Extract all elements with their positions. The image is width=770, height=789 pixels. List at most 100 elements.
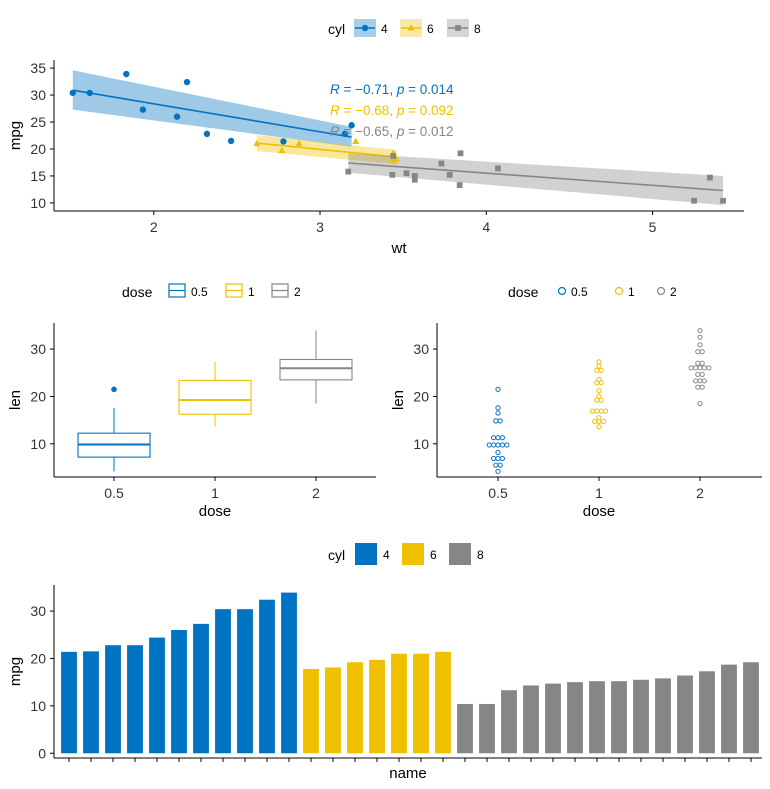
boxplot-y-tick-label: 20 — [30, 388, 46, 404]
boxplot-panel: dose 0.5 1 2 10 20 30 0.5 1 2 dose len — [7, 283, 376, 520]
dot-2 — [706, 365, 712, 371]
bar-8 — [611, 681, 627, 754]
y-axis-title: mpg — [7, 121, 24, 150]
annotation-value: −0.68 — [355, 103, 389, 118]
dot-0.5 — [495, 455, 501, 462]
bar-8 — [633, 679, 649, 754]
barplot-y-tick-label: 30 — [30, 603, 46, 619]
dot-2 — [701, 378, 708, 384]
bar-8 — [721, 664, 737, 754]
data-point-8 — [390, 153, 397, 159]
dot-0.5 — [499, 442, 505, 448]
dot-1 — [594, 408, 600, 414]
dot-1 — [596, 415, 602, 421]
dot-1 — [600, 418, 607, 425]
dot-1 — [589, 408, 596, 414]
annotation-text: = — [340, 103, 355, 118]
legend-title: cyl — [328, 21, 345, 37]
legend-title: dose — [122, 284, 153, 300]
legend-label: 6 — [427, 22, 434, 36]
dot-2 — [699, 371, 705, 378]
scatter-y-tick-label: 25 — [30, 114, 46, 130]
bar-8 — [677, 675, 693, 754]
data-point-8 — [446, 171, 453, 178]
bar-8 — [523, 685, 539, 754]
data-point-8 — [720, 197, 726, 204]
annotation-value: −0.65 — [355, 124, 389, 139]
dot-0.5 — [495, 386, 501, 392]
data-point-4 — [280, 138, 287, 145]
bar-6 — [391, 653, 407, 754]
annotation-text: = — [340, 124, 355, 139]
annotation-text: R — [330, 82, 340, 97]
correlation-annotation-4: R = −0.71, p = 0.014 — [330, 82, 454, 97]
dot-0.5 — [486, 442, 492, 448]
legend-label: 6 — [430, 548, 437, 562]
annotation-text: , — [389, 103, 397, 118]
data-point-6 — [253, 139, 261, 147]
dotplot-y-tick-label: 20 — [413, 388, 429, 404]
fit-line-6 — [256, 142, 397, 158]
legend-key-swatch — [355, 543, 377, 565]
data-point-4 — [203, 130, 211, 138]
legend-label: 1 — [628, 285, 635, 299]
dot-0.5 — [493, 462, 499, 468]
bar-6 — [325, 667, 341, 754]
dot-0.5 — [499, 455, 505, 462]
legend-key-marker — [361, 24, 369, 32]
legend-title: dose — [508, 284, 539, 300]
annotation-text: , — [389, 82, 397, 97]
bar-6 — [369, 659, 385, 754]
dot-0.5 — [495, 449, 501, 455]
dot-2 — [697, 334, 703, 340]
data-point-8 — [707, 174, 713, 181]
bar-8 — [457, 703, 473, 754]
bar-8 — [545, 683, 561, 754]
bar-6 — [303, 668, 319, 754]
x-axis-title: dose — [583, 503, 616, 520]
legend-label: 0.5 — [191, 285, 208, 299]
confidence-band-4 — [72, 70, 352, 147]
barplot-y-tick-label: 20 — [30, 650, 46, 666]
data-point-4 — [173, 113, 181, 120]
y-axis-title: mpg — [7, 657, 24, 686]
dot-1 — [594, 367, 600, 373]
dot-0.5 — [497, 418, 503, 424]
dot-1 — [598, 408, 604, 414]
annotation-text: p — [396, 124, 405, 139]
annotation-text: = — [404, 103, 419, 118]
correlation-annotation-6: R = −0.68, p = 0.092 — [330, 103, 454, 118]
dot-2 — [697, 327, 703, 334]
legend-key-marker — [455, 25, 461, 31]
dot-1 — [596, 359, 602, 365]
bar-4 — [259, 599, 275, 754]
boxplot-y-tick-label: 30 — [30, 341, 46, 357]
dot-2 — [697, 342, 703, 348]
data-point-4 — [69, 89, 76, 97]
scatter-x-tick-label: 4 — [482, 219, 490, 235]
dot-2 — [697, 365, 703, 371]
barplot-y-tick-label: 0 — [38, 745, 46, 761]
bar-4 — [61, 651, 77, 754]
data-point-8 — [691, 197, 698, 204]
annotation-text: R — [330, 103, 340, 118]
legend-label: 0.5 — [571, 285, 588, 299]
bar-8 — [743, 662, 759, 754]
dot-0.5 — [504, 442, 510, 448]
barplot-y-tick-label: 10 — [30, 698, 46, 714]
bar-4 — [83, 651, 99, 754]
x-axis-title: name — [389, 765, 427, 782]
dot-1 — [596, 388, 602, 394]
bar-6 — [347, 662, 363, 754]
bar-4 — [127, 645, 143, 754]
x-axis-title: wt — [391, 240, 408, 257]
dotplot-x-tick-label: 1 — [595, 485, 603, 501]
dot-1 — [592, 418, 598, 425]
dot-2 — [693, 365, 699, 371]
bar-4 — [149, 637, 165, 754]
dot-1 — [596, 393, 602, 400]
data-point-8 — [456, 182, 463, 188]
dot-2 — [688, 365, 694, 371]
data-point-8 — [495, 165, 501, 172]
dot-0.5 — [495, 405, 501, 411]
